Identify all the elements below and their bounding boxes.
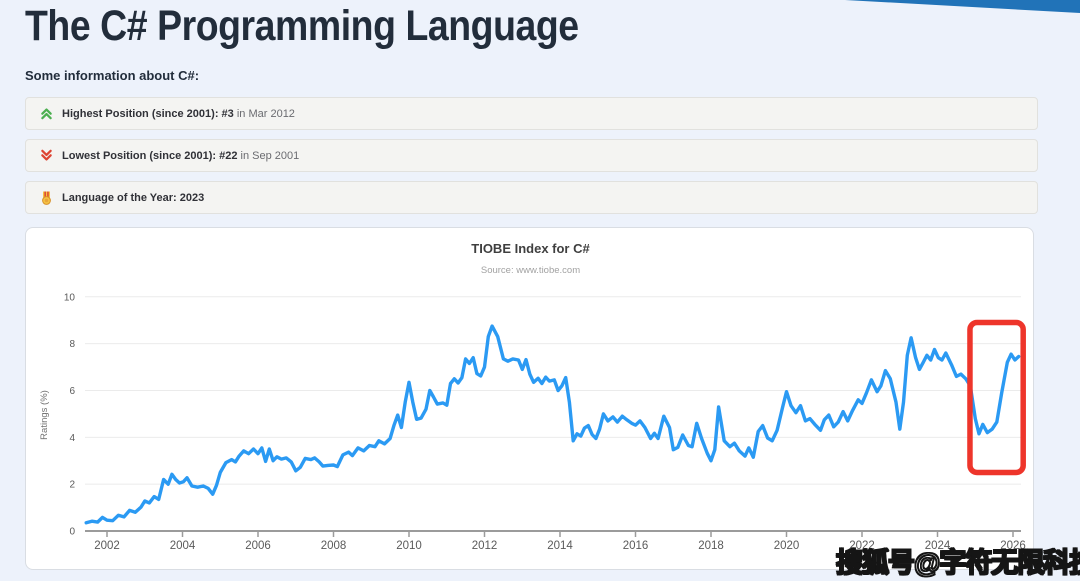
info-text: Language of the Year: 2023 [62, 191, 205, 204]
svg-text:0: 0 [69, 527, 75, 538]
svg-text:2024: 2024 [925, 540, 951, 552]
svg-text:2016: 2016 [623, 540, 649, 552]
svg-text:2: 2 [69, 480, 75, 491]
info-text: Highest Position (since 2001): #3 in Mar… [62, 107, 295, 120]
medal-icon [40, 191, 53, 205]
header-accent-wedge [845, 0, 1080, 13]
svg-text:2022: 2022 [849, 540, 875, 552]
svg-text:2014: 2014 [547, 540, 573, 552]
info-box-language-of-year: Language of the Year: 2023 [25, 181, 1038, 214]
svg-text:2020: 2020 [774, 540, 800, 552]
info-box-lowest-position: Lowest Position (since 2001): #22 in Sep… [25, 139, 1038, 172]
chart-source: Source: www.tiobe.com [480, 265, 581, 276]
svg-text:4: 4 [69, 433, 75, 444]
svg-text:Ratings (%): Ratings (%) [39, 390, 50, 440]
svg-text:6: 6 [69, 386, 75, 397]
tiobe-chart: 0 2 4 6 8 10 Ratings (%) 2002 2004 2006 2008 2010 20… [39, 292, 1026, 552]
info-text: Lowest Position (since 2001): #22 in Sep… [62, 149, 300, 162]
double-chevron-up-icon [40, 107, 53, 120]
svg-text:8: 8 [69, 339, 75, 350]
svg-text:2018: 2018 [698, 540, 724, 552]
page-title: The C# Programming Language [25, 2, 579, 50]
svg-text:2004: 2004 [170, 540, 196, 552]
page-subtitle: Some information about C#: [25, 68, 200, 83]
svg-text:10: 10 [64, 292, 76, 303]
chart-title: TIOBE Index for C# [471, 241, 590, 256]
svg-text:2006: 2006 [245, 540, 271, 552]
svg-text:2026: 2026 [1000, 540, 1026, 552]
watermark: 搜狐号@字符无限科技 [835, 547, 1080, 579]
svg-text:2010: 2010 [396, 540, 422, 552]
info-box-highest-position: Highest Position (since 2001): #3 in Mar… [25, 97, 1038, 130]
svg-text:2002: 2002 [94, 540, 120, 552]
svg-text:2008: 2008 [321, 540, 347, 552]
double-chevron-down-icon [40, 149, 53, 162]
svg-text:2012: 2012 [472, 540, 498, 552]
